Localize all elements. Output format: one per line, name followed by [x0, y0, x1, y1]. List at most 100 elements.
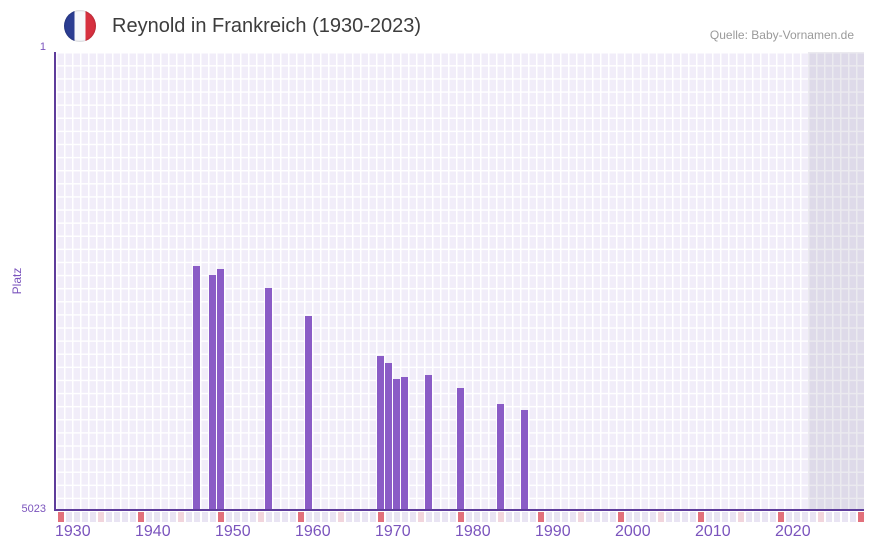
no-data-region: [808, 52, 864, 511]
x-label-1960: 1960: [295, 523, 331, 540]
x-tick-1981: [465, 512, 472, 522]
x-tick-2021: [785, 512, 792, 522]
x-tick-1975: [417, 512, 424, 522]
x-tick-1958: [281, 512, 288, 522]
x-label-2010: 2010: [695, 523, 731, 540]
y-axis-line: [54, 52, 56, 511]
bar-1985[interactable]: [497, 404, 504, 511]
x-tick-1950: [217, 512, 224, 522]
x-tick-1969: [369, 512, 376, 522]
source-credit: Quelle: Baby-Vornamen.de: [709, 28, 854, 42]
bar-1947[interactable]: [193, 266, 200, 511]
x-tick-1974: [409, 512, 416, 522]
bar-1973[interactable]: [401, 377, 408, 511]
x-tick-1978: [441, 512, 448, 522]
x-tick-2010: [697, 512, 704, 522]
x-tick-1998: [601, 512, 608, 522]
x-tick-1980: [457, 512, 464, 522]
x-tick-1979: [449, 512, 456, 522]
x-tick-1976: [425, 512, 432, 522]
x-tick-1936: [105, 512, 112, 522]
bar-1972[interactable]: [393, 379, 400, 511]
x-tick-2017: [753, 512, 760, 522]
x-tick-1959: [289, 512, 296, 522]
x-tick-1987: [513, 512, 520, 522]
x-tick-1995: [577, 512, 584, 522]
bar-1980[interactable]: [457, 388, 464, 511]
x-tick-2028: [841, 512, 848, 522]
x-tick-1977: [433, 512, 440, 522]
y-axis-label: Platz: [10, 267, 24, 295]
x-tick-2006: [665, 512, 672, 522]
x-tick-1932: [73, 512, 80, 522]
x-tick-2018: [761, 512, 768, 522]
x-tick-2013: [721, 512, 728, 522]
x-tick-1997: [593, 512, 600, 522]
bar-1961[interactable]: [305, 316, 312, 511]
y-tick-bottom: 5023: [21, 503, 46, 515]
x-tick-2007: [673, 512, 680, 522]
x-tick-2030: [857, 512, 864, 522]
bar-1956[interactable]: [265, 287, 272, 511]
x-tick-2004: [649, 512, 656, 522]
x-tick-1992: [553, 512, 560, 522]
bar-1949[interactable]: [209, 275, 216, 511]
x-tick-2009: [689, 512, 696, 522]
x-tick-1964: [329, 512, 336, 522]
x-tick-1960: [297, 512, 304, 522]
y-tick-top: 1: [39, 41, 46, 53]
x-tick-1962: [313, 512, 320, 522]
x-tick-1968: [361, 512, 368, 522]
x-tick-1985: [497, 512, 504, 522]
bar-1970[interactable]: [377, 355, 384, 511]
x-label-1980: 1980: [455, 523, 491, 540]
chart-title: Reynold in Frankreich (1930-2023): [112, 15, 422, 37]
x-tick-1957: [273, 512, 280, 522]
x-tick-2000: [617, 512, 624, 522]
x-tick-1949: [209, 512, 216, 522]
x-tick-2024: [809, 512, 816, 522]
x-tick-1935: [97, 512, 104, 522]
x-tick-2012: [713, 512, 720, 522]
x-tick-2025: [817, 512, 824, 522]
x-tick-1965: [337, 512, 344, 522]
x-tick-1939: [129, 512, 136, 522]
x-tick-1983: [481, 512, 488, 522]
france-flag-icon: [64, 10, 96, 42]
bar-1976[interactable]: [425, 374, 432, 511]
x-tick-1999: [609, 512, 616, 522]
x-tick-1982: [473, 512, 480, 522]
x-tick-1984: [489, 512, 496, 522]
x-label-2000: 2000: [615, 523, 651, 540]
x-tick-1944: [169, 512, 176, 522]
x-tick-2002: [633, 512, 640, 522]
x-tick-1990: [537, 512, 544, 522]
x-label-1950: 1950: [215, 523, 251, 540]
x-tick-1991: [545, 512, 552, 522]
x-tick-2011: [705, 512, 712, 522]
x-tick-1953: [241, 512, 248, 522]
x-tick-2008: [681, 512, 688, 522]
x-label-1930: 1930: [55, 523, 91, 540]
x-tick-1972: [393, 512, 400, 522]
x-tick-1930: [57, 512, 64, 522]
x-label-1940: 1940: [135, 523, 171, 540]
x-tick-1971: [385, 512, 392, 522]
bar-1971[interactable]: [385, 362, 392, 511]
x-tick-1956: [265, 512, 272, 522]
x-tick-1934: [89, 512, 96, 522]
x-tick-1943: [161, 512, 168, 522]
x-tick-1989: [529, 512, 536, 522]
bar-1950[interactable]: [217, 268, 224, 511]
x-tick-1966: [345, 512, 352, 522]
x-label-2020: 2020: [775, 523, 811, 540]
x-tick-1946: [185, 512, 192, 522]
x-tick-2016: [745, 512, 752, 522]
x-tick-2026: [825, 512, 832, 522]
x-tick-1994: [569, 512, 576, 522]
x-tick-2001: [625, 512, 632, 522]
x-tick-1973: [401, 512, 408, 522]
x-tick-1940: [137, 512, 144, 522]
bar-1988[interactable]: [521, 410, 528, 511]
